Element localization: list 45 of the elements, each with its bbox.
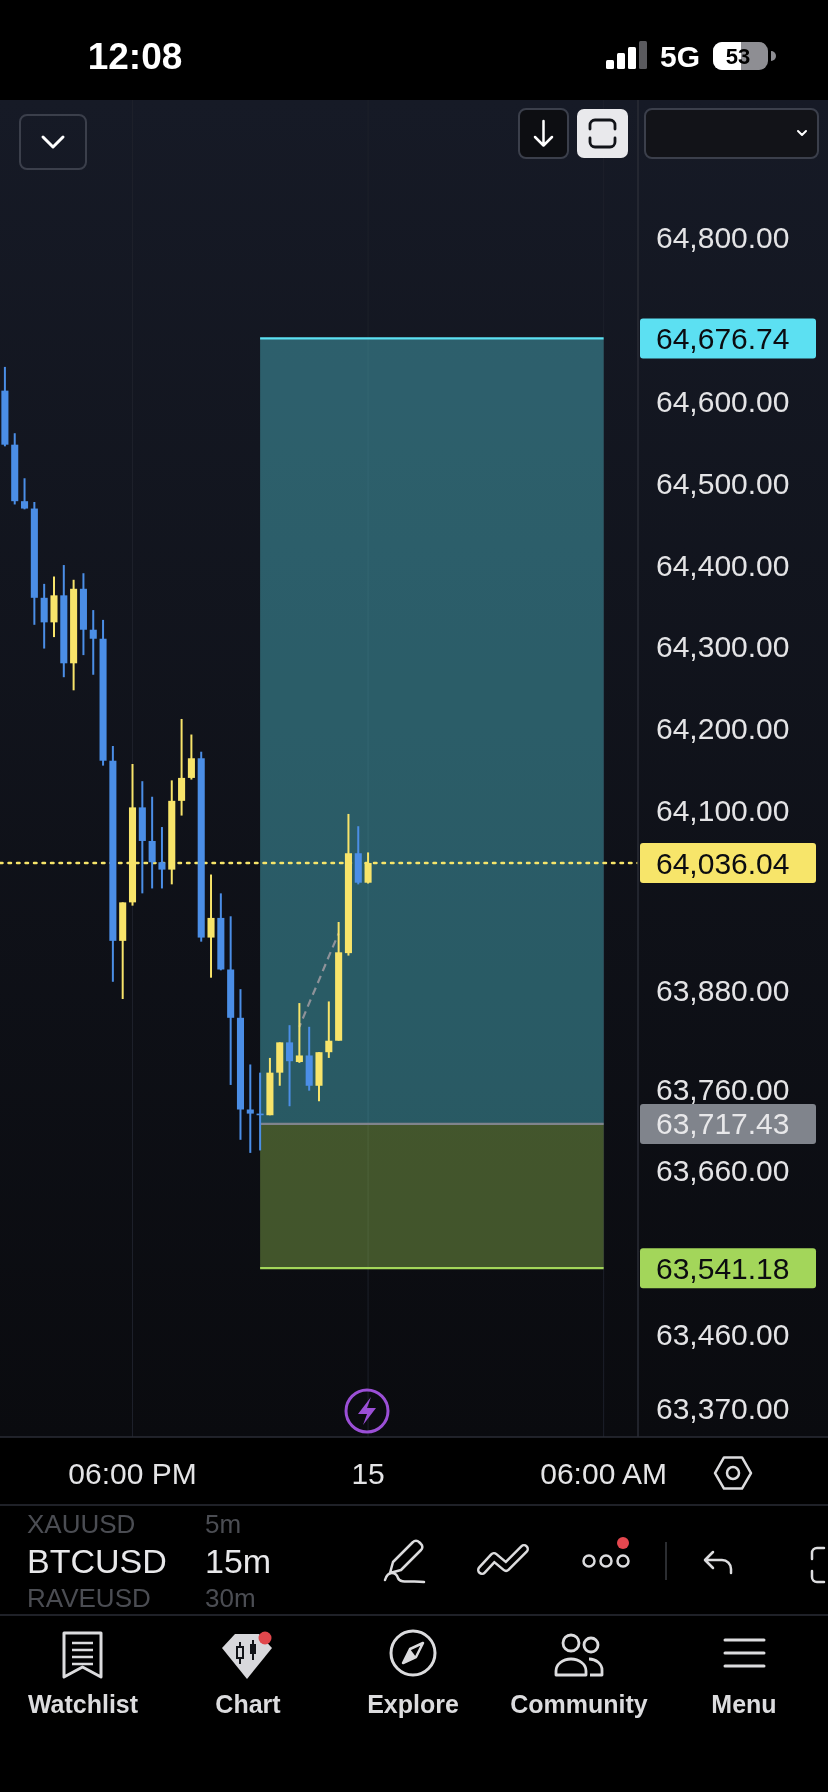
- y-tick-label: 64,200.00: [656, 712, 790, 746]
- y-tick-label: 64,100.00: [656, 794, 790, 828]
- text: Explore: [367, 1690, 459, 1718]
- y-tick-label: 64,800.00: [656, 221, 790, 255]
- text: Menu: [711, 1690, 777, 1718]
- text: 5G: [659, 39, 701, 73]
- text: Watchlist: [27, 1690, 139, 1718]
- text: BTCUSD: [27, 1542, 167, 1580]
- data-label: 63,717.43: [656, 1107, 790, 1141]
- candlestick: [207, 873, 215, 979]
- candlestick: [246, 1063, 254, 1154]
- text: XAUUSD: [27, 1509, 136, 1539]
- text: 53: [725, 43, 751, 69]
- y-tick-label: 63,370.00: [656, 1391, 790, 1425]
- candlestick: [89, 609, 97, 676]
- candlestick: [158, 826, 166, 890]
- y-tick-label: 64,500.00: [656, 466, 790, 500]
- y-tick-label: 64,300.00: [656, 630, 790, 664]
- candlestick: [295, 1002, 303, 1064]
- x-tick-label: 06:00 PM: [68, 1456, 197, 1490]
- text: Chart: [215, 1690, 282, 1718]
- ref-line-label: 64,036.04: [656, 846, 790, 880]
- candlestick: [286, 1024, 294, 1108]
- y-tick-label: 64,600.00: [656, 384, 790, 418]
- candlestick: [187, 733, 195, 781]
- line-series: [298, 932, 340, 1028]
- text: Community: [510, 1690, 648, 1718]
- y-tick-label: 63,460.00: [656, 1318, 790, 1352]
- x-tick-label: 06:00 AM: [540, 1456, 668, 1490]
- candlestick: [148, 795, 156, 890]
- y-tick-label: 64,400.00: [656, 548, 790, 582]
- y-tick-label: 63,760.00: [656, 1072, 790, 1106]
- candlestick: [178, 717, 186, 817]
- data-label: 64,676.74: [656, 321, 790, 355]
- text: RAVEUSD: [27, 1583, 151, 1613]
- candlestick: [21, 477, 29, 511]
- text: 12:08: [87, 35, 183, 77]
- text: 15m: [205, 1542, 272, 1580]
- x-tick-label: 15: [351, 1456, 385, 1490]
- y-tick-label: 63,660.00: [656, 1154, 790, 1188]
- y-tick-label: 63,880.00: [656, 974, 790, 1008]
- candlestick: [325, 1000, 333, 1059]
- data-label: 63,541.18: [656, 1251, 790, 1285]
- text: 30m: [205, 1583, 256, 1613]
- text: 5m: [205, 1509, 242, 1539]
